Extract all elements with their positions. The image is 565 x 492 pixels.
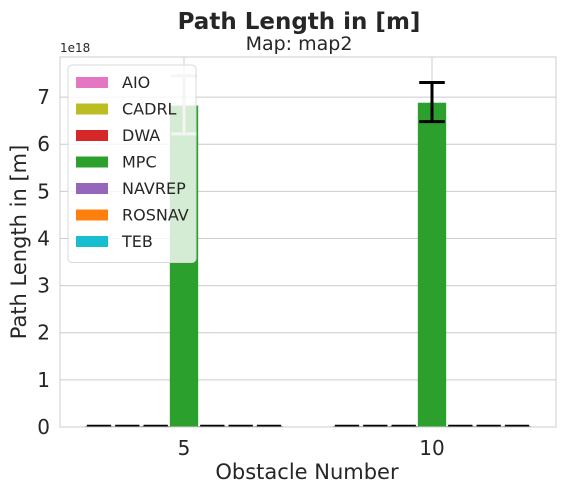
legend-swatch-dwa [76, 130, 108, 141]
y-tick-label: 5 [37, 179, 50, 203]
chart-subtitle: Map: map2 [246, 33, 353, 55]
chart-title: Path Length in [m] [178, 9, 421, 35]
y-offset-label: 1e18 [60, 41, 90, 55]
legend-swatch-teb [76, 236, 108, 247]
legend-swatch-cadrl [76, 103, 108, 115]
y-tick-label: 6 [37, 132, 50, 156]
x-tick-label: 5 [178, 436, 191, 460]
legend: AIO CADRL DWA MPC NAVREP ROSNAV TEB [67, 64, 197, 263]
legend-swatch-mpc [76, 156, 108, 168]
y-tick-label: 1 [37, 368, 50, 392]
x-axis-label: Obstacle Number [215, 460, 399, 484]
y-tick-label: 2 [37, 321, 50, 345]
y-tick-label: 3 [37, 274, 50, 298]
x-tick-label: 10 [419, 436, 444, 460]
bar-mpc-10 [417, 102, 447, 428]
legend-label-mpc: MPC [122, 153, 157, 172]
legend-label-cadrl: CADRL [122, 100, 177, 119]
legend-label-teb: TEB [121, 232, 153, 251]
y-tick-labels: 0 1 2 3 4 5 6 7 [37, 85, 50, 439]
y-axis-label: Path Length in [m] [7, 145, 31, 340]
x-tick-labels: 5 10 [178, 436, 445, 460]
y-tick-label: 4 [37, 226, 50, 250]
legend-label-navrep: NAVREP [122, 179, 186, 198]
legend-label-aio: AIO [122, 73, 150, 92]
y-tick-label: 0 [37, 415, 50, 439]
legend-swatch-navrep [76, 183, 108, 194]
plot-frame [59, 56, 557, 428]
legend-label-dwa: DWA [122, 126, 160, 145]
legend-label-rosnav: ROSNAV [122, 206, 189, 225]
y-tick-label: 7 [37, 85, 50, 109]
legend-swatch-rosnav [76, 209, 108, 221]
legend-swatch-aio [76, 77, 108, 88]
